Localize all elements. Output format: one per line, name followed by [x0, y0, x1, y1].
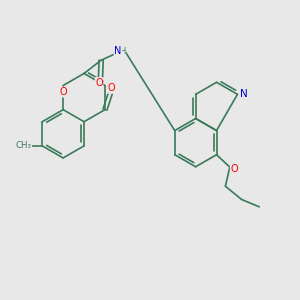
Text: CH₃: CH₃ [16, 141, 32, 150]
Text: N: N [240, 89, 248, 99]
Text: N: N [114, 46, 122, 56]
Text: O: O [107, 83, 115, 93]
Text: O: O [95, 78, 103, 88]
Text: O: O [60, 87, 68, 97]
Text: O: O [230, 164, 238, 173]
Text: H: H [119, 46, 125, 56]
